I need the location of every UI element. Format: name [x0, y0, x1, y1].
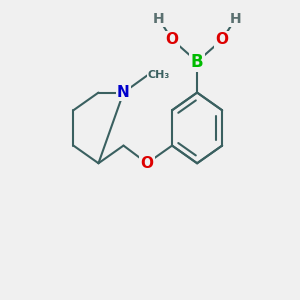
Text: O: O [216, 32, 229, 47]
Text: CH₃: CH₃ [148, 70, 170, 80]
Text: B: B [191, 53, 203, 71]
Text: O: O [166, 32, 178, 47]
Text: H: H [230, 12, 241, 26]
Text: O: O [141, 156, 154, 171]
Text: H: H [153, 12, 165, 26]
Text: N: N [117, 85, 130, 100]
